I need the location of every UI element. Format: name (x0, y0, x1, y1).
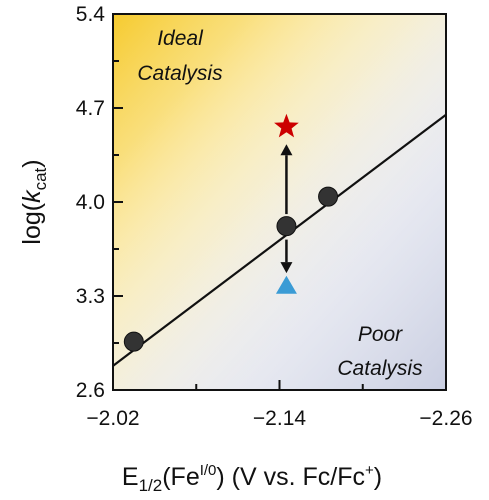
region-label-ideal-line2: Catalysis (137, 62, 223, 85)
y-axis-title-base: log( (18, 202, 46, 244)
x-tick-label: −2.02 (86, 407, 139, 430)
arrow-head (280, 144, 293, 156)
y-tick-label: 4.0 (76, 191, 105, 214)
y-axis-title-italic: k (18, 189, 46, 203)
y-tick-label: 5.4 (76, 3, 106, 26)
x-axis-title: E1/2(FeI/0) (V vs. Fc/Fc+) (122, 462, 382, 495)
data-point-circle (318, 186, 339, 207)
y-axis: 2.6 3.3 4.0 4.7 5.4 (76, 3, 123, 402)
fit-line (113, 113, 446, 367)
y-axis-title: log(kcat) (18, 159, 50, 244)
fit-line-group (113, 113, 446, 367)
markers-group (123, 113, 339, 352)
region-label-ideal: Ideal Catalysis (137, 27, 223, 85)
x-axis-title-sup2: + (365, 462, 374, 479)
y-tick-label: 4.7 (76, 97, 105, 120)
data-point-circle (123, 331, 144, 352)
x-axis-title-mid: (Fe (162, 463, 200, 491)
x-axis-title-tail: ) (V vs. Fc/Fc (216, 463, 365, 491)
x-axis-title-sup1: I/0 (200, 462, 217, 479)
y-axis-title-end: ) (18, 159, 46, 167)
region-label-poor-line2: Catalysis (337, 357, 423, 380)
x-axis-title-end: ) (374, 463, 382, 491)
data-point-circle (276, 216, 297, 237)
data-point-triangle (275, 275, 297, 294)
arrow-head (280, 262, 293, 274)
x-axis-title-sub: 1/2 (139, 476, 163, 495)
y-tick-label: 2.6 (76, 379, 105, 402)
x-tick-label: −2.26 (419, 407, 472, 430)
arrows-group (280, 144, 293, 274)
y-axis-title-sub: cat (31, 167, 50, 190)
x-axis-title-base: E (122, 463, 139, 491)
poor-region-shading (113, 14, 446, 390)
x-tick-label: −2.14 (253, 407, 306, 430)
region-label-poor-line1: Poor (358, 323, 403, 346)
x-axis: −2.02 −2.14 −2.26 (86, 380, 473, 430)
region-label-ideal-line1: Ideal (157, 27, 204, 50)
region-label-poor: Poor Catalysis (337, 323, 423, 380)
y-tick-label: 3.3 (76, 285, 105, 308)
data-point-star (274, 113, 299, 138)
